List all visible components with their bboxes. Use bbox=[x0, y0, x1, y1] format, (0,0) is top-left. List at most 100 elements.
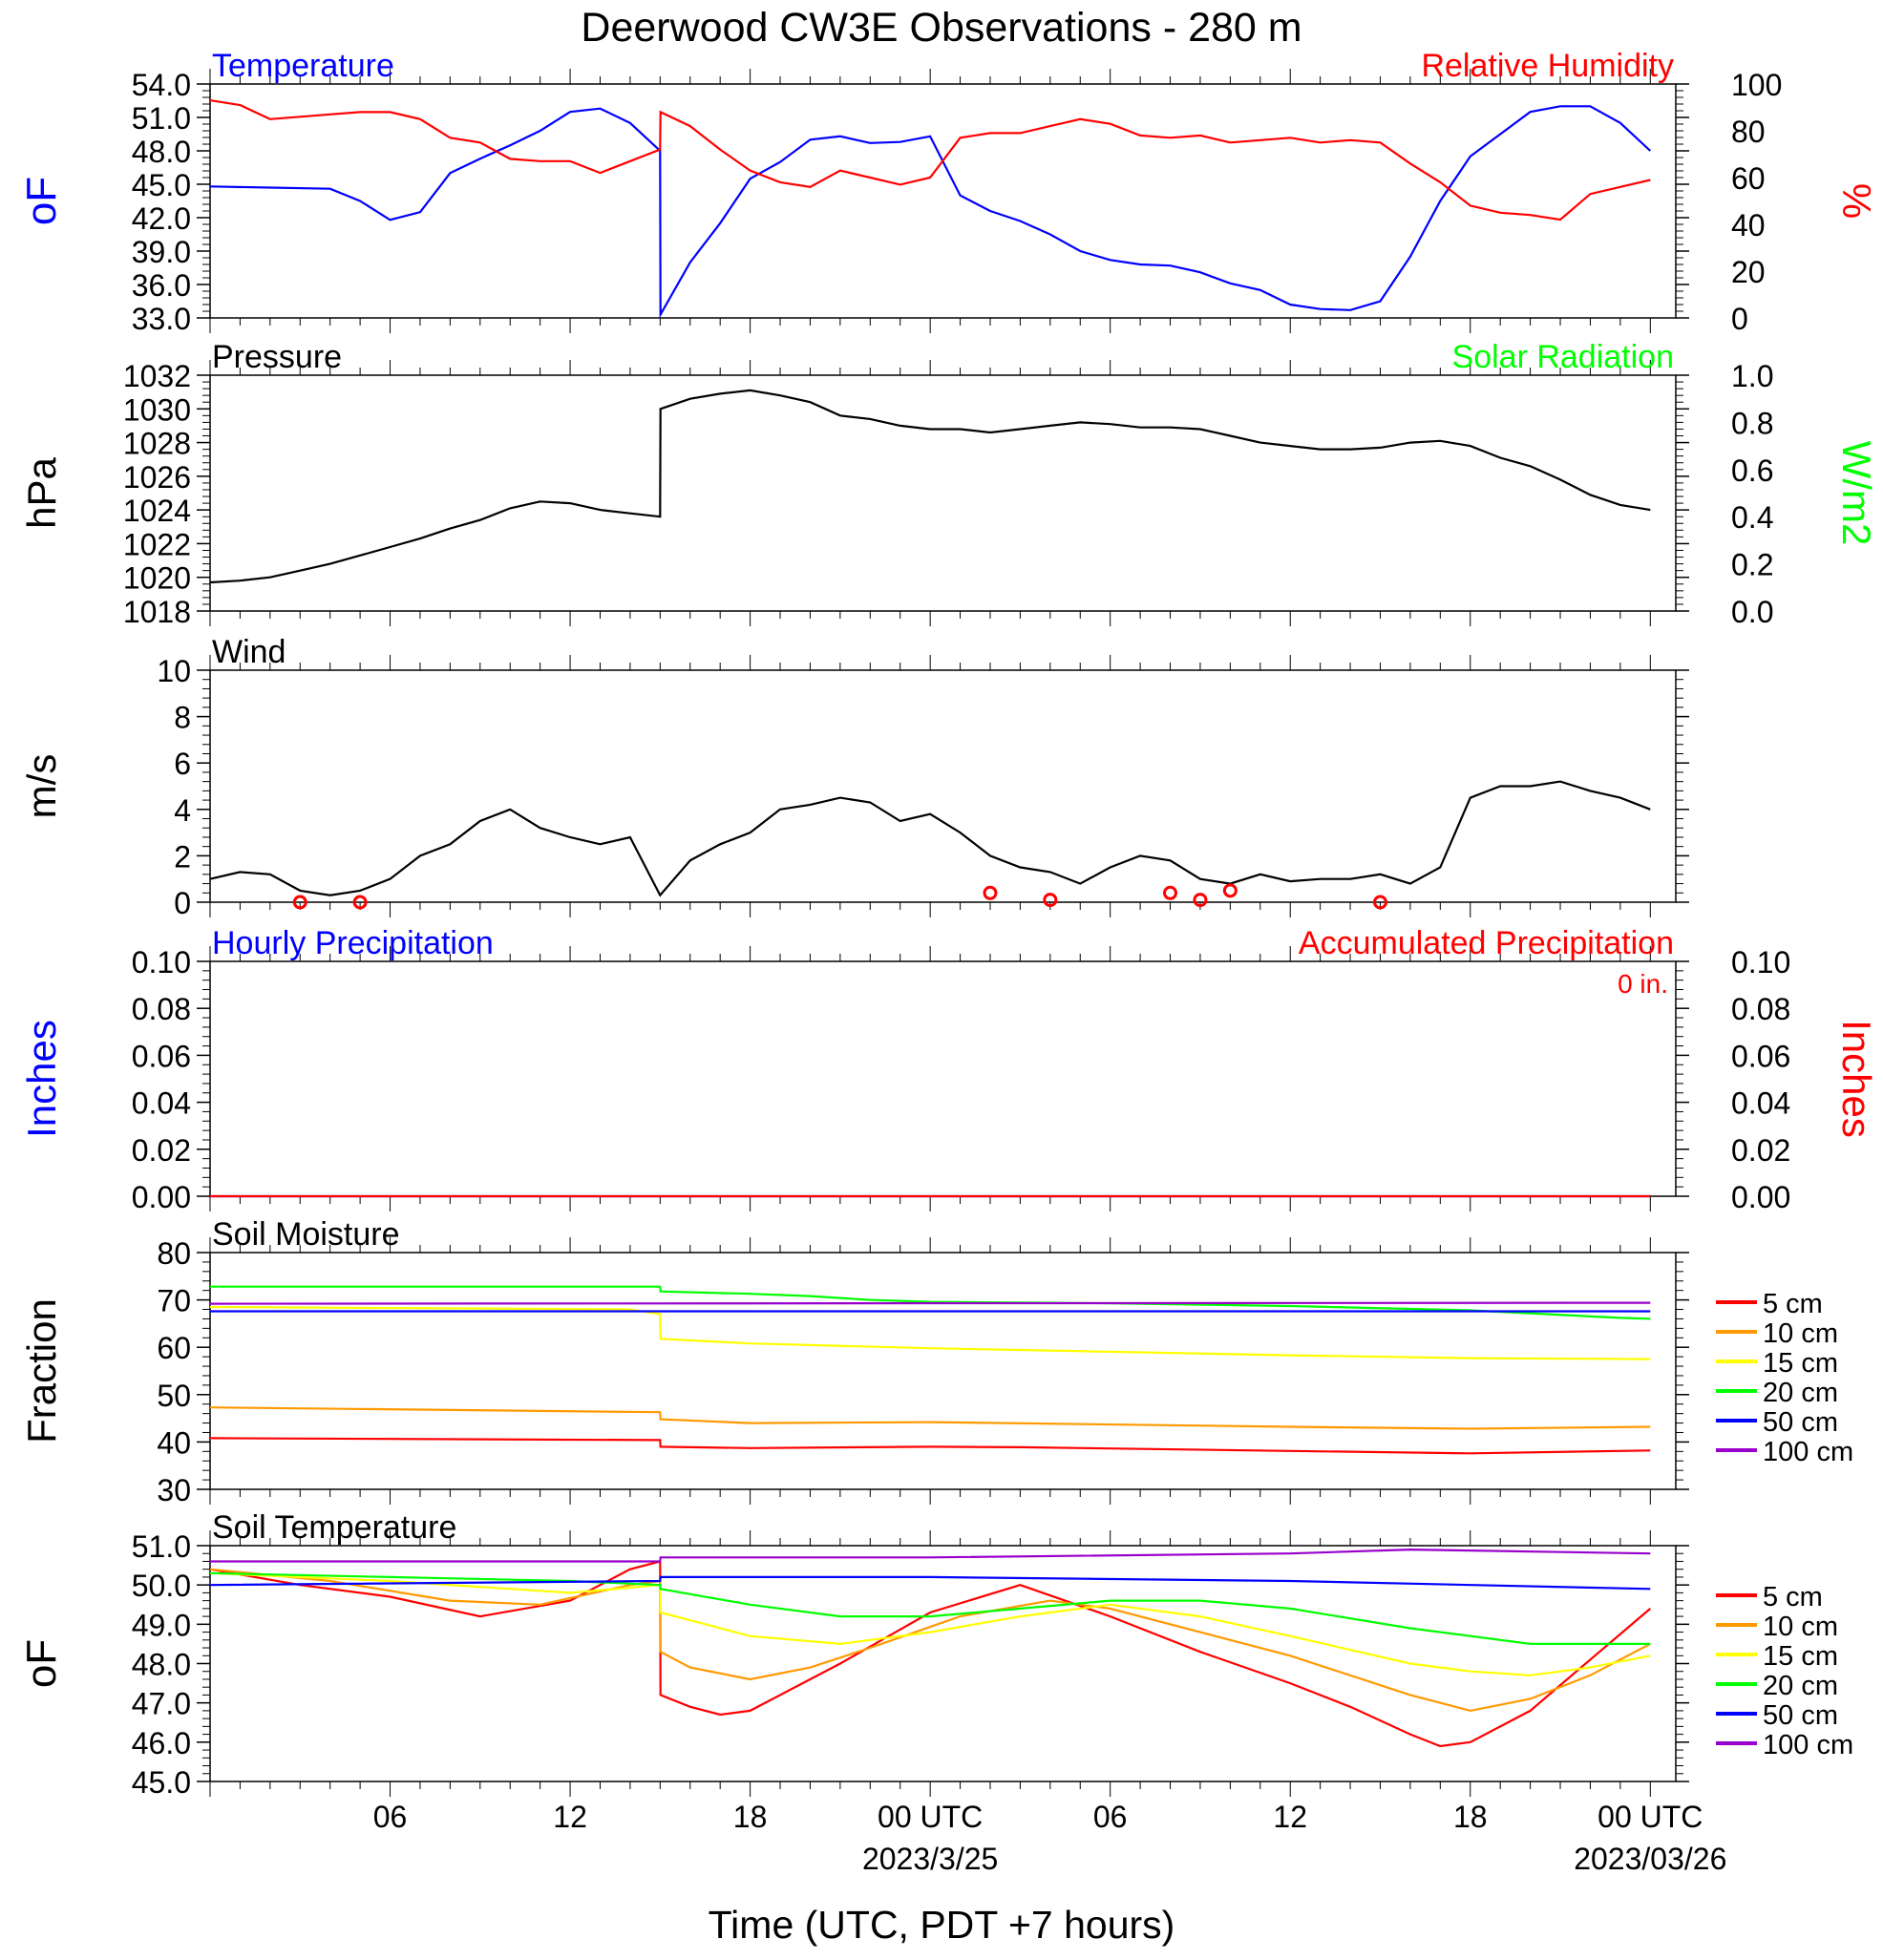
calm-marker bbox=[1193, 893, 1208, 908]
precip-total-annotation: 0 in. bbox=[1618, 969, 1668, 999]
y-axis-unit-right: % bbox=[1834, 183, 1879, 219]
legend-label: 15 cm bbox=[1763, 1348, 1838, 1379]
calm-marker bbox=[292, 895, 307, 910]
y-tick-label: 6 bbox=[174, 747, 191, 781]
panel-label-left: Temperature bbox=[212, 48, 394, 84]
y-right-tick-label: 0.00 bbox=[1731, 1180, 1790, 1214]
legend-label: 5 cm bbox=[1763, 1582, 1823, 1612]
legend-label: 50 cm bbox=[1763, 1700, 1838, 1731]
y-right-tick-label: 100 bbox=[1731, 68, 1782, 102]
y-tick-label: 42.0 bbox=[132, 201, 191, 236]
y-tick-label: 70 bbox=[157, 1284, 191, 1318]
legend-label: 20 cm bbox=[1763, 1671, 1838, 1701]
y-right-tick-label: 20 bbox=[1731, 255, 1766, 289]
panel-label-left: Wind bbox=[212, 634, 286, 670]
x-tick-label: 00 UTC bbox=[878, 1800, 983, 1834]
y-right-tick-label: 0.02 bbox=[1731, 1133, 1790, 1168]
y-right-tick-label: 40 bbox=[1731, 208, 1766, 242]
y-tick-label: 0.00 bbox=[132, 1180, 191, 1214]
y-tick-label: 46.0 bbox=[132, 1726, 191, 1760]
calm-marker bbox=[1163, 885, 1178, 900]
calm-marker bbox=[983, 885, 998, 900]
y-axis-unit-right: Inches bbox=[1834, 1020, 1879, 1138]
calm-marker bbox=[1222, 883, 1238, 898]
y-tick-label: 1026 bbox=[123, 460, 191, 495]
y-tick-label: 0.02 bbox=[132, 1133, 191, 1168]
y-right-tick-label: 1.0 bbox=[1731, 359, 1773, 393]
calm-marker bbox=[1043, 893, 1058, 908]
y-tick-label: 36.0 bbox=[132, 268, 191, 303]
panel-soil_moisture: 80 70 60 50 40 30 Soil Moisture Fraction 5 cm10 … bbox=[19, 1216, 1853, 1507]
series-line-50-cm bbox=[209, 1575, 1651, 1591]
y-tick-label: 39.0 bbox=[132, 235, 191, 269]
y-tick-label: 1028 bbox=[123, 427, 191, 461]
series-line-100-cm bbox=[210, 1548, 1651, 1563]
x-tick-label: 12 bbox=[553, 1800, 587, 1834]
y-tick-label: 60 bbox=[157, 1331, 191, 1365]
series-line-temperature bbox=[209, 105, 1652, 319]
legend-label: 100 cm bbox=[1763, 1730, 1853, 1760]
x-tick-label: 18 bbox=[1453, 1800, 1488, 1834]
y-right-tick-label: 80 bbox=[1731, 115, 1766, 149]
y-tick-label: 4 bbox=[174, 793, 191, 828]
y-axis-unit-left: oF bbox=[18, 177, 65, 225]
x-tick-label: 00 UTC bbox=[1597, 1800, 1703, 1834]
chart-title: Deerwood CW3E Observations - 280 m bbox=[581, 5, 1301, 51]
panel-wind: 10 8 6 4 2 0 Wind m/s bbox=[19, 634, 1689, 920]
y-tick-label: 0.10 bbox=[132, 945, 191, 980]
y-tick-label: 33.0 bbox=[132, 302, 191, 336]
y-tick-label: 45.0 bbox=[132, 1765, 191, 1800]
y-axis-unit-left: Fraction bbox=[19, 1298, 64, 1444]
y-tick-label: 50.0 bbox=[132, 1569, 191, 1603]
y-tick-label: 48.0 bbox=[132, 1648, 191, 1682]
series-line-10-cm bbox=[209, 1406, 1651, 1430]
y-tick-label: 0.06 bbox=[132, 1039, 191, 1073]
legend-label: 50 cm bbox=[1763, 1407, 1838, 1438]
calm-marker bbox=[1372, 895, 1387, 910]
legend-label: 20 cm bbox=[1763, 1378, 1838, 1408]
y-tick-label: 40 bbox=[157, 1425, 191, 1460]
y-right-tick-label: 0.6 bbox=[1731, 453, 1773, 488]
series-line-10-cm bbox=[209, 1568, 1651, 1713]
y-axis-unit-right: W/m2 bbox=[1834, 441, 1879, 546]
y-tick-label: 51.0 bbox=[132, 1529, 191, 1564]
panel-label-left: Hourly Precipitation bbox=[212, 925, 494, 961]
y-tick-label: 80 bbox=[157, 1236, 191, 1271]
series-line-pressure bbox=[209, 389, 1651, 584]
legend-label: 100 cm bbox=[1763, 1437, 1853, 1467]
series-line-wind bbox=[209, 780, 1651, 897]
y-right-tick-label: 0.4 bbox=[1731, 500, 1773, 535]
legend-label: 10 cm bbox=[1763, 1318, 1838, 1349]
plot-frame bbox=[209, 83, 1677, 319]
y-right-tick-label: 0.8 bbox=[1731, 406, 1773, 440]
legend-label: 15 cm bbox=[1763, 1641, 1838, 1672]
series-line-5-cm bbox=[209, 1560, 1652, 1748]
y-axis-unit-left: hPa bbox=[19, 456, 64, 528]
y-tick-label: 10 bbox=[157, 654, 191, 688]
y-tick-label: 2 bbox=[174, 839, 191, 874]
plot-frame bbox=[209, 960, 1677, 1197]
y-tick-label: 1030 bbox=[123, 392, 191, 427]
y-tick-label: 0.04 bbox=[132, 1086, 191, 1121]
y-axis-unit-left: m/s bbox=[19, 754, 64, 819]
panel-label-left: Soil Temperature bbox=[212, 1509, 456, 1546]
panel-label-right: Accumulated Precipitation bbox=[1299, 925, 1674, 961]
y-tick-label: 1022 bbox=[123, 527, 191, 561]
y-tick-label: 1018 bbox=[123, 595, 191, 629]
panel-label-left: Pressure bbox=[212, 339, 342, 375]
x-tick-label: 06 bbox=[373, 1800, 408, 1834]
y-right-tick-label: 0.08 bbox=[1731, 992, 1790, 1026]
series-line-15-cm bbox=[209, 1571, 1651, 1676]
plot-frame bbox=[209, 1545, 1677, 1782]
x-date-label: 2023/03/26 bbox=[1574, 1842, 1726, 1876]
y-right-tick-label: 0 bbox=[1731, 302, 1748, 336]
y-right-tick-label: 0.10 bbox=[1731, 945, 1790, 980]
x-axis: 06 12 18 00 UTC 06 12 18 00 UTC 2023/3/25 2023/03… bbox=[373, 1800, 1727, 1876]
x-axis-label: Time (UTC, PDT +7 hours) bbox=[709, 1903, 1175, 1947]
y-tick-label: 30 bbox=[157, 1473, 191, 1507]
panel-label-left: Soil Moisture bbox=[212, 1216, 400, 1253]
x-tick-label: 12 bbox=[1273, 1800, 1307, 1834]
y-tick-label: 1020 bbox=[123, 561, 191, 596]
y-right-tick-label: 0.04 bbox=[1731, 1086, 1790, 1121]
